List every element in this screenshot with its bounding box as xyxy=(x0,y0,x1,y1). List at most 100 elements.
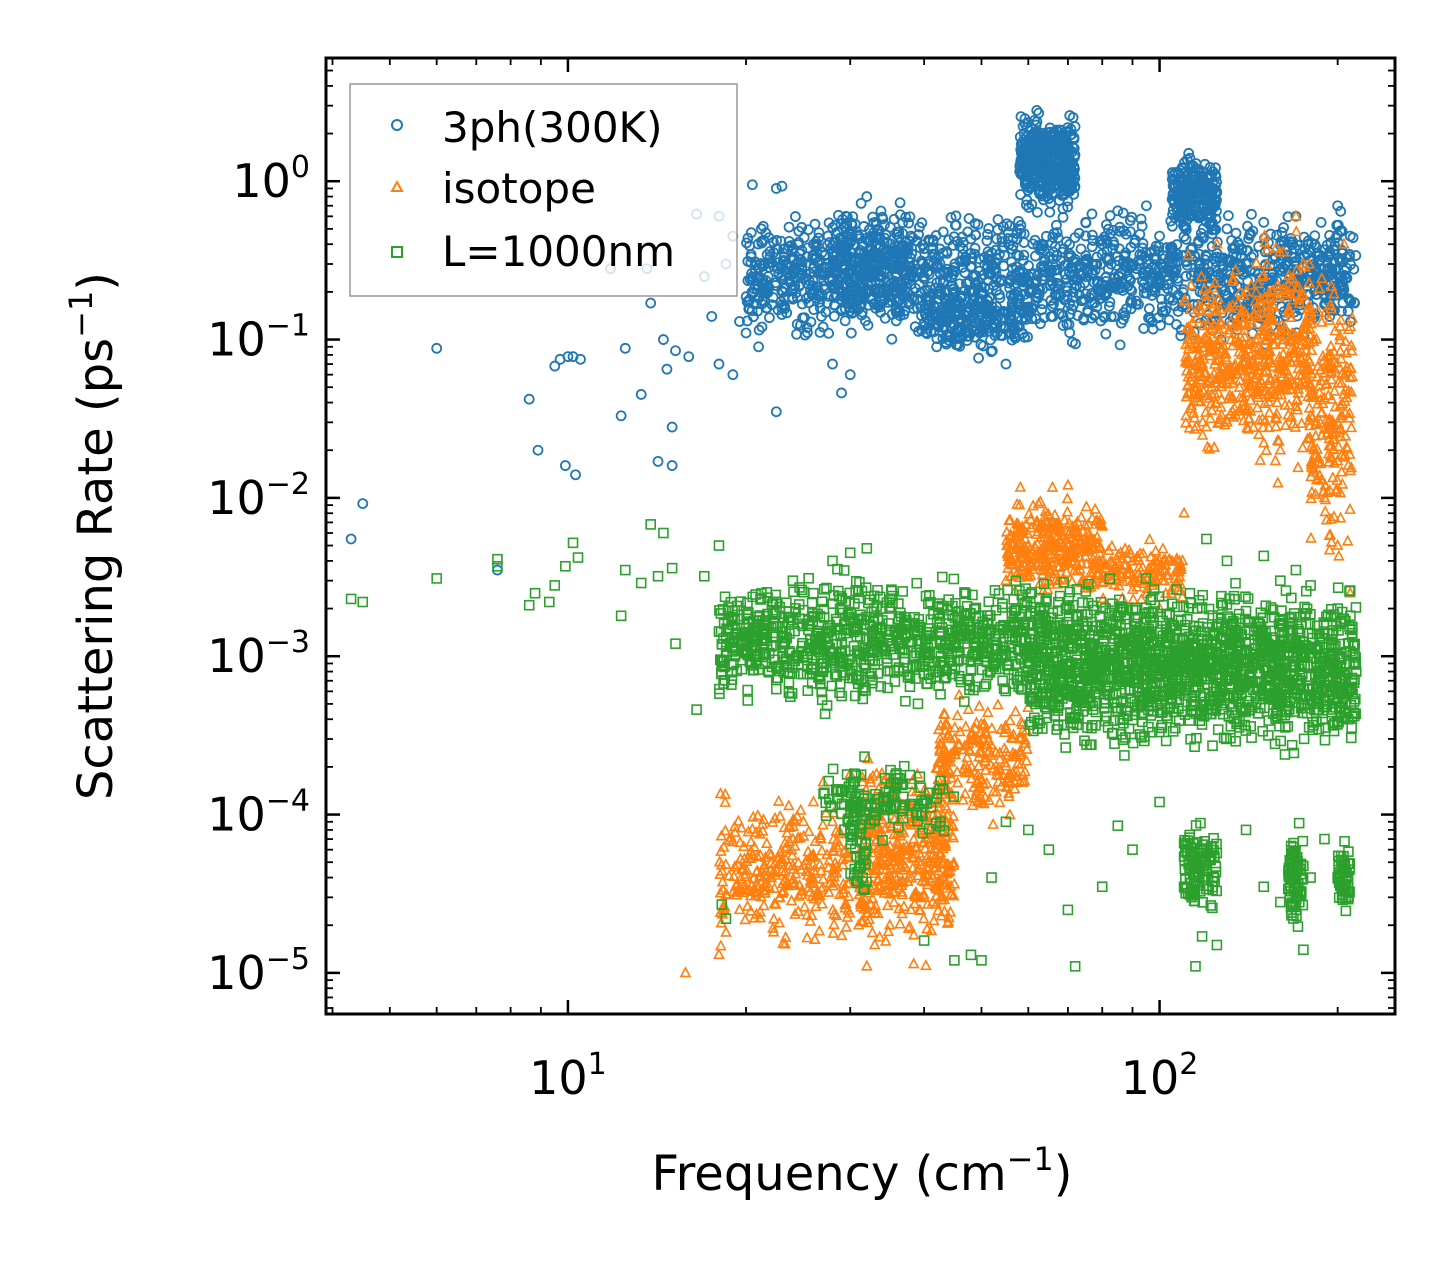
data-point xyxy=(720,925,732,937)
data-point xyxy=(1222,255,1233,267)
data-point xyxy=(1086,511,1099,523)
data-point xyxy=(1258,216,1270,228)
data-point xyxy=(1156,293,1167,305)
data-point xyxy=(972,219,984,230)
data-point xyxy=(796,256,808,267)
data-point xyxy=(938,707,950,719)
data-point xyxy=(764,246,776,257)
data-point xyxy=(431,342,443,354)
data-point xyxy=(992,214,1004,225)
data-point xyxy=(796,261,808,273)
data-point xyxy=(1080,217,1092,229)
data-point xyxy=(816,844,828,856)
data-point xyxy=(1031,105,1043,116)
data-point xyxy=(898,899,910,911)
data-point xyxy=(1091,251,1103,263)
data-point xyxy=(1114,221,1126,233)
data-point xyxy=(810,240,822,252)
data-point xyxy=(1075,260,1087,272)
data-point xyxy=(1292,239,1303,251)
data-point xyxy=(924,236,935,247)
data-point xyxy=(1342,305,1354,317)
data-point xyxy=(948,721,961,733)
data-point xyxy=(758,277,769,289)
data-point xyxy=(845,327,857,339)
data-point xyxy=(814,290,826,302)
data-point xyxy=(784,277,796,288)
data-point xyxy=(913,903,926,915)
data-point xyxy=(927,248,939,260)
data-point xyxy=(1114,225,1126,237)
data-point xyxy=(1089,308,1101,320)
data-point xyxy=(996,236,1008,248)
data-point xyxy=(783,221,795,233)
data-point xyxy=(661,363,673,375)
data-point xyxy=(1091,258,1103,270)
data-point xyxy=(996,232,1008,244)
data-point xyxy=(1298,231,1310,243)
data-point xyxy=(1001,218,1013,230)
data-point xyxy=(670,345,681,357)
data-point xyxy=(953,278,965,290)
data-point xyxy=(959,252,971,264)
data-point xyxy=(929,282,941,294)
data-point xyxy=(989,262,1001,274)
data-point xyxy=(1031,274,1042,286)
data-point xyxy=(1115,317,1127,329)
data-point xyxy=(1163,293,1175,305)
data-point xyxy=(817,321,829,333)
data-point xyxy=(1137,242,1149,254)
data-point xyxy=(1329,264,1341,275)
data-point xyxy=(758,899,770,911)
data-point xyxy=(807,250,819,262)
data-point xyxy=(740,327,752,339)
data-point xyxy=(818,274,830,286)
data-point xyxy=(827,358,838,370)
data-point xyxy=(914,221,925,233)
data-point xyxy=(973,699,986,711)
data-point xyxy=(1125,275,1136,286)
data-point xyxy=(808,304,820,315)
data-point xyxy=(856,309,868,321)
data-point xyxy=(1243,233,1254,245)
data-point xyxy=(1082,307,1094,318)
data-point xyxy=(823,327,835,339)
data-point xyxy=(1036,304,1048,315)
data-point xyxy=(1271,275,1283,287)
data-point xyxy=(1160,305,1171,316)
data-point xyxy=(575,353,586,365)
data-point xyxy=(1167,285,1179,297)
data-point xyxy=(768,236,779,248)
data-point xyxy=(930,230,942,241)
data-point xyxy=(1094,235,1106,247)
data-point xyxy=(1002,233,1014,244)
data-point xyxy=(345,533,357,545)
data-point xyxy=(839,315,851,327)
data-point xyxy=(1117,207,1129,219)
data-point xyxy=(785,894,798,906)
data-point xyxy=(1339,270,1351,281)
data-point xyxy=(807,795,820,807)
data-point xyxy=(984,255,995,267)
data-point xyxy=(1315,217,1327,228)
data-point xyxy=(645,297,657,309)
data-point xyxy=(760,836,773,848)
data-point xyxy=(1106,539,1118,551)
data-point xyxy=(1122,280,1134,292)
data-point xyxy=(1263,406,1276,418)
data-point xyxy=(1339,334,1352,346)
data-point xyxy=(814,296,826,308)
data-point xyxy=(1000,358,1012,370)
data-point xyxy=(957,262,969,273)
data-point xyxy=(1035,318,1046,330)
data-point xyxy=(772,304,784,316)
data-point xyxy=(894,917,906,929)
data-point xyxy=(1325,237,1337,248)
data-point xyxy=(1325,339,1337,351)
data-point xyxy=(1279,419,1292,431)
data-point xyxy=(1009,705,1022,717)
data-point xyxy=(1246,208,1257,220)
data-point xyxy=(903,217,914,229)
data-point xyxy=(824,236,836,248)
data-point xyxy=(828,918,840,930)
